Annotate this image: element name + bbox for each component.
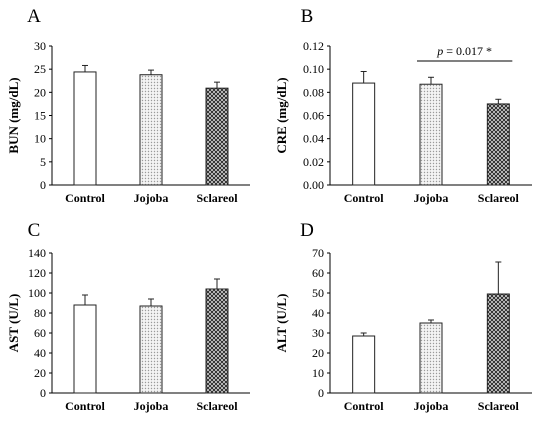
bar-jojoba — [419, 83, 443, 186]
x-tick-label: Sclareol — [478, 191, 520, 205]
bar-sclareol — [205, 87, 229, 186]
bar-control — [73, 304, 97, 394]
y-axis-label: BUN (mg/dL) — [6, 77, 21, 153]
y-tick-label: 25 — [34, 62, 46, 76]
y-tick-label: 40 — [312, 306, 324, 320]
y-tick-label: 0 — [40, 386, 46, 400]
x-tick-label: Control — [344, 399, 384, 413]
y-tick-label: 0.04 — [303, 132, 324, 146]
bar-sclareol — [486, 293, 510, 394]
y-tick-label: 120 — [28, 266, 46, 280]
bar-sclareol — [486, 103, 510, 186]
y-tick-label: 60 — [312, 266, 324, 280]
y-tick-label: 0.06 — [303, 109, 324, 123]
y-tick-label: 60 — [34, 326, 46, 340]
panel-letter: C — [28, 220, 41, 241]
bar-sclareol — [205, 288, 229, 394]
y-tick-label: 30 — [312, 326, 324, 340]
bar-jojoba — [139, 305, 163, 394]
y-tick-label: 0.00 — [303, 178, 324, 192]
x-tick-label: Control — [65, 191, 105, 205]
y-tick-label: 140 — [28, 246, 46, 260]
bar-jojoba — [419, 322, 443, 394]
y-tick-label: 10 — [312, 366, 324, 380]
y-tick-label: 20 — [312, 346, 324, 360]
x-tick-label: Control — [344, 191, 384, 205]
panel-d: D 0 10 20 30 40 50 60 70 ALT (U/L) Control Jojoba Sc… — [274, 220, 532, 413]
y-tick-label: 80 — [34, 306, 46, 320]
bar-jojoba — [139, 74, 163, 186]
bar-control — [73, 71, 97, 186]
panel-c: C 0 20 40 60 80 100 120 140 AST (U/L) Control Jojob… — [6, 220, 250, 413]
panel-letter: B — [301, 6, 314, 27]
y-tick-label: 0 — [40, 178, 46, 192]
y-tick-label: 20 — [34, 85, 46, 99]
bar-control — [352, 335, 376, 394]
panel-letter: A — [27, 6, 41, 27]
y-tick-label: 0.02 — [303, 155, 324, 169]
y-tick-label: 0.08 — [303, 85, 324, 99]
significance-label: p = 0.017 * — [436, 44, 492, 58]
y-axis-label: ALT (U/L) — [274, 294, 289, 353]
y-tick-label: 30 — [34, 39, 46, 53]
y-tick-label: 100 — [28, 286, 46, 300]
y-tick-label: 40 — [34, 346, 46, 360]
y-tick-label: 50 — [312, 286, 324, 300]
y-tick-label: 70 — [312, 246, 324, 260]
y-tick-label: 0 — [318, 386, 324, 400]
y-tick-label: 0.10 — [303, 62, 324, 76]
x-tick-label: Jojoba — [414, 399, 449, 413]
y-tick-label: 10 — [34, 132, 46, 146]
y-tick-label: 0.12 — [303, 39, 324, 53]
x-tick-label: Sclareol — [478, 399, 520, 413]
y-axis-label: AST (U/L) — [6, 294, 21, 353]
x-tick-label: Jojoba — [414, 191, 449, 205]
x-tick-label: Jojoba — [134, 399, 169, 413]
x-tick-label: Sclareol — [196, 399, 238, 413]
x-tick-label: Control — [65, 399, 105, 413]
bar-control — [352, 82, 376, 186]
x-tick-label: Jojoba — [134, 191, 169, 205]
panel-b: B 0.00 0.02 0.04 0.06 0.08 0.10 0.12 CRE (mg/dL)… — [274, 6, 532, 205]
p-value: = 0.017 * — [443, 44, 492, 58]
p-symbol: p — [436, 44, 443, 58]
y-tick-label: 15 — [34, 109, 46, 123]
x-tick-label: Sclareol — [196, 191, 238, 205]
y-tick-label: 5 — [40, 155, 46, 169]
panel-letter: D — [300, 220, 314, 241]
panel-a: A 0 5 10 15 20 25 30 BUN (mg/dL) Control Jojoba Scl… — [6, 6, 250, 205]
y-axis-label: CRE (mg/dL) — [274, 77, 289, 153]
y-tick-label: 20 — [34, 366, 46, 380]
